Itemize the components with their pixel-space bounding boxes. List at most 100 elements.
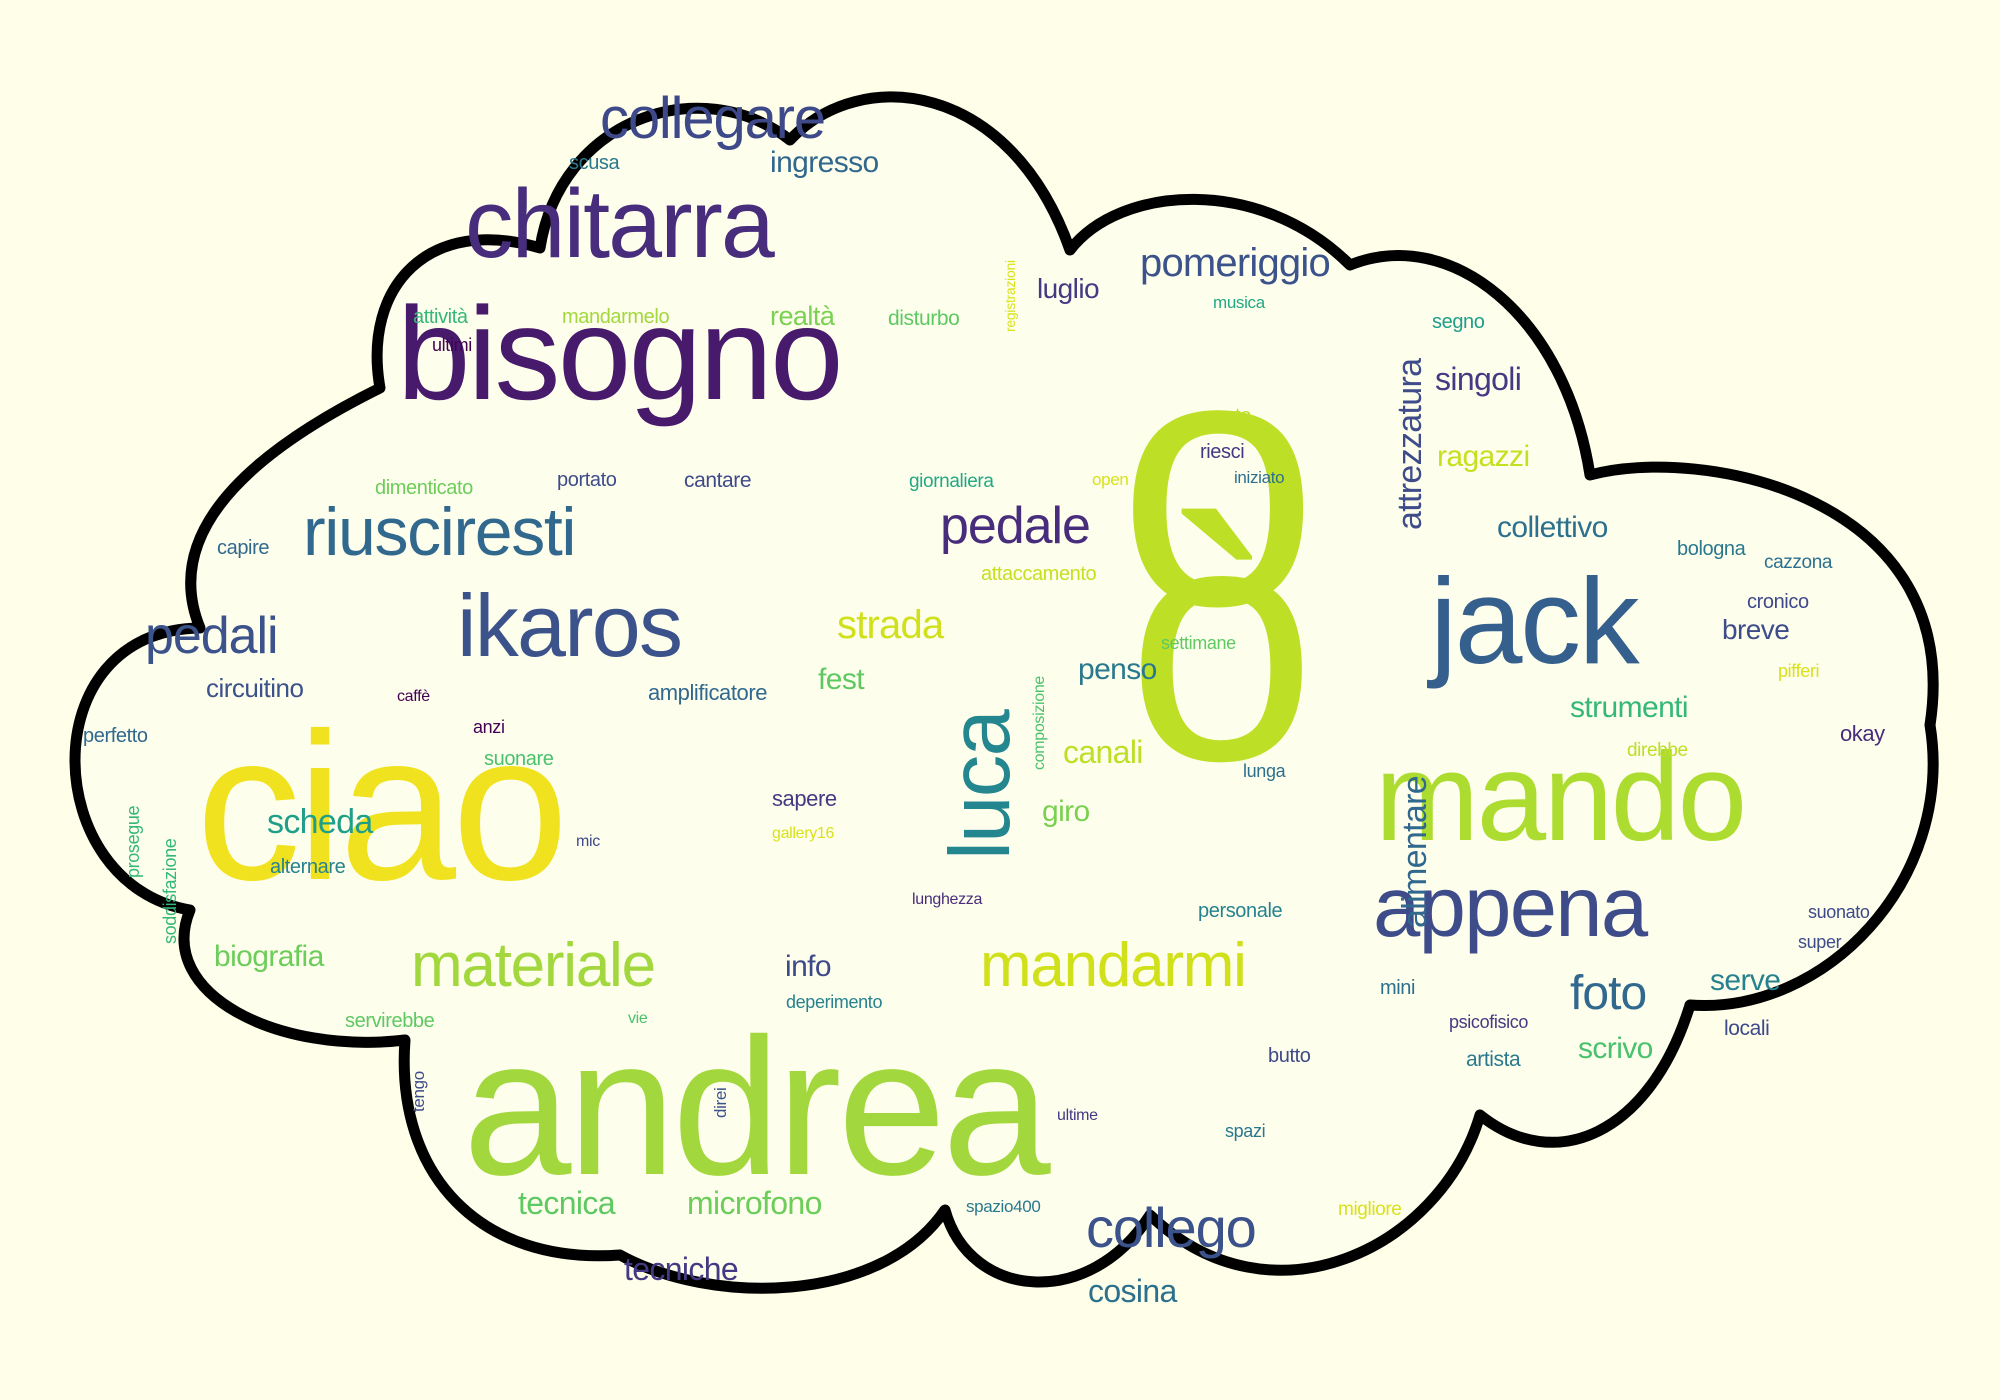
word-registrazioni: registrazioni [1002, 260, 1018, 332]
word-chitarra: chitarra [465, 169, 775, 278]
word-lunga: lunga [1243, 761, 1286, 781]
word-info: info [785, 950, 832, 983]
word-settimane: settimane [1161, 633, 1236, 653]
cloud-outline [69, 91, 1939, 1294]
word-circuitino: circuitino [206, 673, 304, 703]
word-materiale: materiale [411, 931, 656, 1000]
word-direi: direi [711, 1087, 730, 1118]
word-perfetto: perfetto [83, 725, 148, 747]
word-cosina: cosina [1088, 1273, 1177, 1309]
word-mandarmi: mandarmi [980, 931, 1247, 1000]
word-servirebbe: servirebbe [345, 1010, 435, 1032]
word-riusciresti: riusciresti [303, 494, 577, 570]
word-o: o [1118, 279, 1318, 681]
word-cronico: cronico [1747, 591, 1809, 613]
word-andrea: andrea [463, 998, 1051, 1216]
word-ciao: ciao [196, 689, 569, 924]
word-iniziato: iniziato [1234, 468, 1285, 487]
word-mando: mando [1375, 728, 1747, 867]
word-scusa: scusa [569, 152, 620, 174]
word-mic: mic [576, 833, 600, 850]
word-mini: mini [1380, 977, 1416, 999]
word-personale: personale [1198, 900, 1283, 922]
word-collegare: collegare [600, 86, 826, 151]
word-psicofisico: psicofisico [1449, 1012, 1529, 1032]
word-amplificatore: amplificatore [648, 680, 767, 705]
word-dimenticato: dimenticato [375, 477, 473, 499]
word-fest: fest [818, 663, 865, 696]
word-singoli: singoli [1435, 361, 1522, 397]
word-penso: penso [1078, 653, 1157, 686]
word-collego: collego [1086, 1196, 1257, 1259]
word-pomeriggio: pomeriggio [1140, 241, 1331, 285]
word-okay: okay [1840, 721, 1885, 746]
word-bologna: bologna [1677, 538, 1746, 560]
word-capire: capire [217, 537, 270, 559]
word-spazio400: spazio400 [966, 1197, 1041, 1216]
word-tecniche: tecniche [624, 1251, 739, 1287]
word-breve: breve [1722, 614, 1790, 645]
word-alimentare: alimentare [1396, 776, 1434, 928]
word-pedali: pedali [145, 607, 279, 665]
word-ingresso: ingresso [770, 146, 879, 179]
word-sento: sento [1204, 405, 1251, 427]
word-biografia: biografia [214, 940, 324, 973]
word-artista: artista [1466, 1048, 1521, 1071]
word-scheda: scheda [267, 803, 373, 841]
word-lunghezza: lunghezza [912, 891, 983, 908]
word-gallery16: gallery16 [772, 825, 835, 842]
word-pifferi: pifferi [1778, 661, 1820, 681]
word-disturbo: disturbo [888, 307, 960, 330]
word-canali: canali [1063, 734, 1143, 770]
word-tecnica: tecnica [518, 1185, 616, 1221]
word-jack: jack [1430, 553, 1640, 689]
word-attrezzatura: attrezzatura [1391, 358, 1429, 530]
word-realt: realtà [770, 301, 835, 331]
word-pedale: pedale [940, 497, 1091, 555]
word-ikaros: ikaros [457, 576, 683, 675]
word-super: super [1798, 932, 1842, 952]
word-giro: giro [1042, 795, 1090, 828]
word-glyph: ò [1127, 452, 1316, 832]
word-migliore: migliore [1338, 1199, 1402, 1220]
word-prosegue: prosegue [123, 805, 143, 878]
word-attivit: attività [413, 306, 468, 328]
word-scrivo: scrivo [1578, 1032, 1653, 1065]
word-strumenti: strumenti [1570, 691, 1689, 724]
word-spazi: spazi [1225, 1121, 1266, 1141]
word-tengo: tengo [409, 1071, 428, 1112]
word-mandarmelo: mandarmelo [562, 306, 670, 328]
word-alternare: alternare [270, 856, 346, 878]
word-composizione: composizione [1031, 676, 1048, 770]
word-vie: vie [628, 1010, 648, 1027]
word-bisogno: bisogno [397, 280, 844, 427]
word-suonato: suonato [1808, 902, 1870, 922]
word-caff: caffè [397, 688, 430, 705]
word-musica: musica [1213, 293, 1265, 312]
word-deperimento: deperimento [786, 992, 883, 1012]
word-direbbe: direbbe [1627, 740, 1688, 761]
word-luglio: luglio [1037, 273, 1100, 304]
word-cantare: cantare [684, 469, 752, 492]
word-strada: strada [837, 603, 944, 647]
word-microfono: microfono [687, 1185, 822, 1221]
word-sapere: sapere [772, 786, 837, 811]
word-soddisfazione: soddisfazione [160, 838, 180, 944]
word-portato: portato [557, 469, 617, 491]
word-locali: locali [1724, 1017, 1770, 1040]
word-appena: appena [1373, 860, 1648, 955]
word-anzi: anzi [473, 717, 505, 737]
word-luca: luca [933, 710, 1028, 860]
word-serve: serve [1710, 964, 1781, 997]
word-butto: butto [1268, 1045, 1311, 1067]
word-cazzona: cazzona [1764, 552, 1833, 573]
word-ultime: ultime [1057, 1107, 1098, 1124]
word-giornaliera: giornaliera [909, 471, 994, 492]
word-collettivo: collettivo [1497, 511, 1608, 544]
word-ultimi: ultimi [432, 335, 472, 355]
word-open: open [1092, 470, 1129, 489]
word-foto: foto [1570, 967, 1647, 1020]
